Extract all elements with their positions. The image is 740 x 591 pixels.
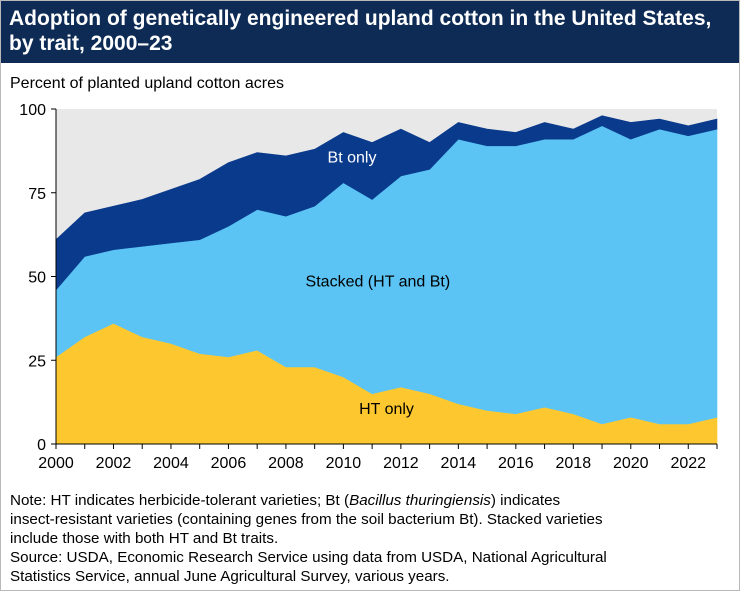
area-bt-only (55, 115, 718, 291)
x-tick-label: 2016 (498, 455, 534, 472)
note-line-3: include those with both HT and Bt traits… (10, 530, 279, 547)
x-tick-label: 2004 (153, 455, 189, 472)
x-tick-label: 2000 (38, 455, 74, 472)
x-tick-label: 2006 (211, 455, 247, 472)
y-tick-label: 100 (19, 102, 46, 119)
source-line-2: Statistics Service, annual June Agricult… (10, 568, 450, 585)
y-tick-label: 75 (28, 186, 46, 203)
x-tick-label: 2002 (96, 455, 132, 472)
x-tick-label: 2014 (441, 455, 477, 472)
chart-title-line-1: Adoption of genetically engineered uplan… (9, 7, 712, 30)
x-tick-label: 2018 (556, 455, 592, 472)
y-tick-label: 25 (28, 353, 46, 370)
note-line-1-end: ) indicates (490, 492, 561, 509)
note-line-1-start: Note: HT indicates herbicide-tolerant va… (10, 492, 350, 509)
x-tick-label: 2020 (613, 455, 649, 472)
series-label-stacked-ht-and-bt: Stacked (HT and Bt) (306, 274, 451, 291)
x-tick-label: 2010 (326, 455, 362, 472)
note-line-2: insect-resistant varieties (containing g… (10, 511, 603, 528)
title-banner: Adoption of genetically engineered uplan… (1, 1, 739, 63)
area-chart: 0 25 50 75 100 2000 2002 2004 2006 2008 2010 2012 20… (19, 102, 718, 472)
chart-title-line-2: by trait, 2000–23 (9, 32, 173, 55)
source-line-1: Source: USDA, Economic Research Service … (10, 549, 607, 566)
x-tick-label: 2012 (383, 455, 419, 472)
x-tick-label: 2008 (268, 455, 304, 472)
note-line-1: Note: HT indicates herbicide-tolerant va… (10, 491, 732, 510)
y-tick-label: 0 (37, 437, 46, 454)
chart-note: Note: HT indicates herbicide-tolerant va… (10, 491, 732, 586)
series-label-ht-only: HT only (359, 401, 414, 418)
chart-title: Adoption of genetically engineered uplan… (9, 6, 731, 56)
y-tick-label: 50 (28, 270, 46, 287)
x-tick-label: 2022 (670, 455, 706, 472)
note-line-1-species: Bacillus thuringiensis (349, 492, 491, 509)
y-axis-title: Percent of planted upland cotton acres (10, 75, 284, 92)
series-label-bt-only: Bt only (328, 150, 377, 167)
